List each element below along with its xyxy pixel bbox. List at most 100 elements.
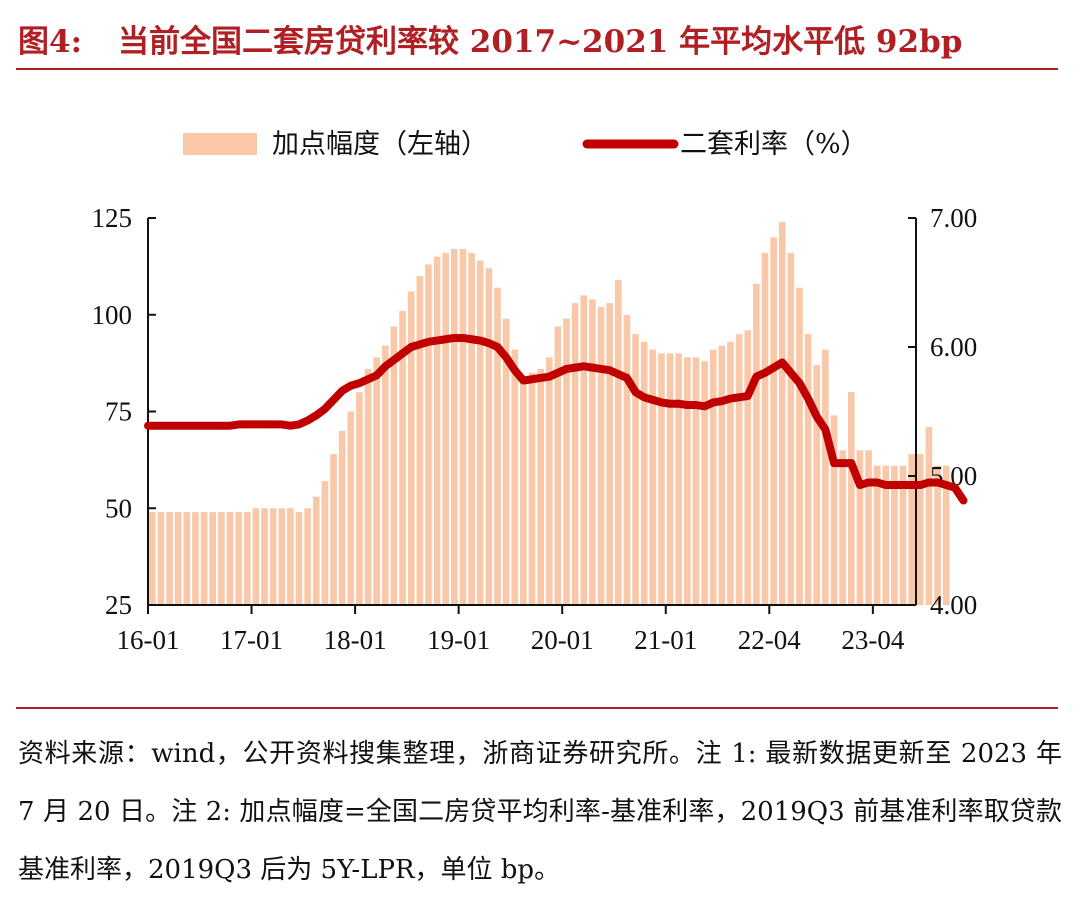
line-series: [144, 333, 968, 505]
bar: [390, 326, 398, 605]
bar: [356, 392, 363, 605]
bar: [917, 454, 924, 605]
x-tick-label: 16-01: [117, 625, 180, 655]
line-path: [144, 333, 968, 505]
bar: [261, 508, 268, 605]
bar: [183, 512, 191, 605]
bar: [606, 303, 613, 605]
y-left-tick-label: 50: [105, 493, 132, 523]
legend-label-bars: 加点幅度（左轴）: [272, 129, 488, 160]
bar: [287, 508, 294, 605]
x-tick-label: 22-04: [738, 625, 801, 655]
bar: [451, 248, 458, 605]
bar: [537, 368, 544, 605]
bar: [856, 450, 864, 605]
bar: [770, 237, 777, 605]
bar: [718, 345, 726, 605]
bar: [925, 426, 933, 605]
bar: [442, 252, 450, 605]
bar: [252, 508, 260, 605]
bar: [882, 465, 890, 605]
bar: [304, 508, 311, 605]
bar: [563, 318, 570, 605]
bar: [822, 349, 829, 605]
y-left-tick-label: 75: [105, 397, 132, 427]
bar: [614, 279, 622, 605]
bar: [942, 465, 950, 605]
bar: [545, 357, 553, 605]
bar: [364, 368, 372, 605]
bar: [632, 334, 639, 605]
bar: [891, 465, 898, 605]
bar: [839, 450, 846, 605]
bar: [640, 341, 648, 605]
bar: [692, 357, 700, 605]
bar: [347, 411, 355, 605]
bar: [649, 349, 657, 605]
bar: [580, 295, 588, 605]
x-tick-label: 17-01: [220, 625, 283, 655]
bar: [295, 512, 303, 605]
bar: [796, 287, 803, 605]
bar: [485, 268, 493, 605]
bar: [200, 512, 208, 605]
bar: [571, 303, 579, 605]
y-right-tick-label: 4.00: [930, 590, 977, 620]
bar: [908, 454, 915, 605]
bar: [468, 252, 475, 605]
bar: [338, 430, 346, 605]
bar: [494, 287, 501, 605]
y-left-tick-label: 125: [92, 203, 133, 233]
x-tick-label: 23-04: [841, 625, 904, 655]
bar: [312, 496, 320, 605]
bar: [589, 299, 596, 605]
bar: [528, 372, 536, 605]
bar: [554, 326, 562, 605]
bar: [476, 260, 484, 605]
bar: [459, 248, 467, 605]
bar: [209, 512, 217, 605]
bar: [330, 454, 337, 605]
bar: [744, 330, 752, 605]
title-divider: [16, 68, 1058, 70]
bar: [425, 264, 432, 605]
chart-legend: 加点幅度（左轴） 二套利率（%）: [183, 129, 868, 160]
bar: [675, 353, 683, 605]
bar: [830, 415, 838, 605]
bar: [166, 512, 173, 605]
bar: [192, 512, 199, 605]
bar: [658, 353, 665, 605]
bar: [735, 334, 743, 605]
bar: [381, 345, 389, 605]
bar: [666, 353, 674, 605]
bar: [373, 357, 380, 605]
bar: [709, 349, 717, 605]
bar: [416, 276, 424, 605]
bar: [235, 512, 242, 605]
bar: [243, 512, 251, 605]
bar: [278, 508, 286, 605]
bar: [399, 310, 406, 605]
legend-swatch-bars: [183, 133, 257, 155]
bar: [149, 512, 156, 605]
y-left-tick-label: 100: [92, 300, 133, 330]
legend-label-line: 二套利率（%）: [680, 129, 868, 160]
bar: [218, 512, 225, 605]
bar: [727, 341, 734, 605]
source-note: 资料来源：wind，公开资料搜集整理，浙商证券研究所。注 1: 最新数据更新至 …: [18, 739, 1062, 885]
bar: [520, 376, 527, 605]
figure-title: 当前全国二套房贷利率较 2017~2021 年平均水平低 92bp: [118, 24, 963, 60]
bar: [226, 512, 234, 605]
y-right-tick-label: 6.00: [930, 332, 977, 362]
bar: [787, 252, 795, 605]
bar: [597, 307, 605, 605]
bar: [269, 508, 277, 605]
bar: [433, 256, 441, 605]
bar: [813, 365, 821, 605]
bar: [174, 512, 182, 605]
bar: [502, 318, 510, 605]
x-tick-label: 21-01: [634, 625, 697, 655]
x-tick-label: 20-01: [531, 625, 594, 655]
bar-series: [149, 221, 950, 605]
